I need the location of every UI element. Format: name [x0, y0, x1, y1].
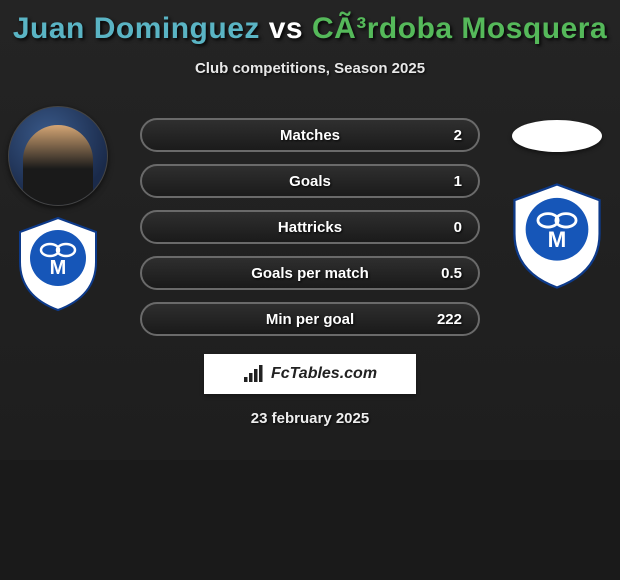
- stat-row: Matches 2: [140, 118, 480, 152]
- player2-name: CÃ³rdoba Mosquera: [312, 12, 607, 45]
- player1-name: Juan Dominguez: [13, 12, 260, 45]
- player2-photo-placeholder: [512, 120, 602, 152]
- player1-club-crest: M: [8, 214, 108, 314]
- stat-value: 222: [437, 311, 462, 328]
- stats-list: Matches 2 Goals 1 Hattricks 0 Goals per match 0…: [140, 118, 480, 348]
- stat-label: Goals: [289, 173, 331, 190]
- page-title: Juan Dominguez vs CÃ³rdoba Mosquera: [0, 0, 620, 46]
- stat-row: Goals 1: [140, 164, 480, 198]
- comparison-card: Juan Dominguez vs CÃ³rdoba Mosquera Club…: [0, 0, 620, 460]
- left-column: M: [8, 106, 118, 314]
- bars-icon: [243, 365, 265, 383]
- svg-text:M: M: [548, 227, 567, 252]
- vs-separator: vs: [269, 12, 303, 45]
- player2-club-crest: M: [501, 180, 613, 292]
- subtitle: Club competitions, Season 2025: [0, 60, 620, 77]
- right-column: M: [502, 120, 612, 292]
- date-label: 23 february 2025: [0, 410, 620, 427]
- stat-value: 2: [454, 127, 462, 144]
- shield-icon: M: [8, 214, 108, 314]
- stat-value: 0: [454, 219, 462, 236]
- stat-label: Matches: [280, 127, 340, 144]
- player1-photo: [8, 106, 108, 206]
- stat-label: Hattricks: [278, 219, 342, 236]
- stat-value: 0.5: [441, 265, 462, 282]
- shield-icon: M: [501, 180, 613, 292]
- svg-text:M: M: [50, 257, 67, 279]
- stat-value: 1: [454, 173, 462, 190]
- player1-silhouette: [23, 125, 93, 205]
- brand-box: FcTables.com: [204, 354, 416, 394]
- brand-text: FcTables.com: [271, 365, 377, 383]
- stat-row: Min per goal 222: [140, 302, 480, 336]
- stat-label: Goals per match: [251, 265, 369, 282]
- stat-row: Goals per match 0.5: [140, 256, 480, 290]
- stat-label: Min per goal: [266, 311, 354, 328]
- stat-row: Hattricks 0: [140, 210, 480, 244]
